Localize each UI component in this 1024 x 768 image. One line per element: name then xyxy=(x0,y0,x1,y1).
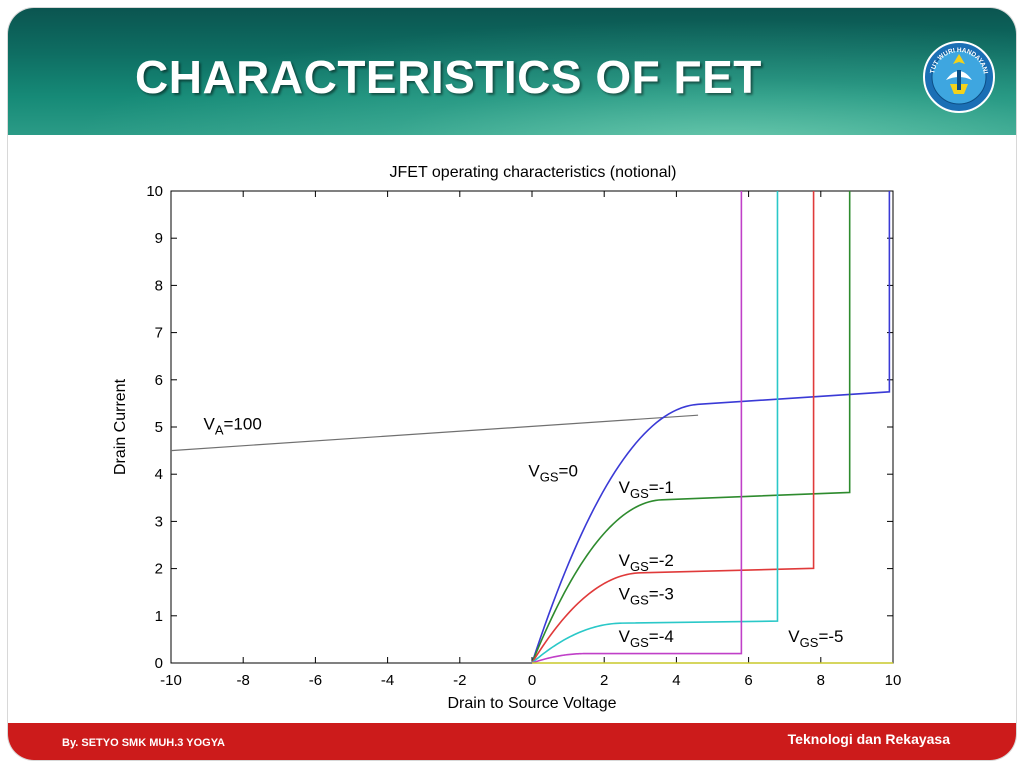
plot-frame xyxy=(170,190,894,664)
slide-header: CHARACTERISTICS OF FET TUT WURI HANDAYAN… xyxy=(8,8,1016,135)
y-tick-label: 0 xyxy=(155,655,163,672)
x-tick-label: 2 xyxy=(600,672,608,689)
x-tick-label: 10 xyxy=(885,672,902,689)
x-tick-label: -4 xyxy=(381,672,394,689)
curve-vgs-4 xyxy=(531,191,743,664)
x-tick-label: -6 xyxy=(309,672,322,689)
y-tick-label: 7 xyxy=(155,325,163,342)
tut-wuri-handayani-logo: TUT WURI HANDAYANI xyxy=(923,41,995,113)
y-tick-label: 8 xyxy=(155,277,163,294)
x-tick-label: -8 xyxy=(237,672,250,689)
vgs-label-0: VGS=0 xyxy=(528,462,578,485)
y-tick-label: 6 xyxy=(155,372,163,389)
curve-labels: VA=100 VGS=0 VGS=-1 VGS=-2 VGS=-3 VGS=-4 VGS=-… xyxy=(203,414,843,649)
vgs-label-2: VGS=-2 xyxy=(619,551,674,574)
slide-frame: CHARACTERISTICS OF FET TUT WURI HANDAYAN… xyxy=(8,8,1016,760)
y-tick-label: 1 xyxy=(155,608,163,625)
vgs-label-3: VGS=-3 xyxy=(619,584,674,607)
slide-title: CHARACTERISTICS OF FET xyxy=(135,51,762,103)
slide-footer: By. SETYO SMK MUH.3 YOGYA Teknologi dan … xyxy=(8,723,1016,760)
x-tick-label: 4 xyxy=(672,672,680,689)
y-tick-label: 9 xyxy=(155,230,163,247)
curve-vgs-0 xyxy=(531,191,891,664)
vgs-label-4: VGS=-4 xyxy=(619,627,674,650)
x-axis-label: Drain to Source Voltage xyxy=(448,695,617,712)
y-axis-label: Drain Current xyxy=(112,378,129,475)
early-voltage-line xyxy=(170,414,699,452)
header-glow xyxy=(8,8,1016,135)
y-tick-label: 10 xyxy=(146,183,163,200)
vgs-label-1: VGS=-1 xyxy=(619,478,674,501)
curve-group xyxy=(170,191,893,664)
curve-vgs-2 xyxy=(531,191,815,664)
x-tick-label: 8 xyxy=(817,672,825,689)
y-tick-label: 4 xyxy=(155,466,163,483)
curve-vgs-3 xyxy=(531,191,779,664)
y-tick-label: 3 xyxy=(155,513,163,530)
x-tick-label: 6 xyxy=(744,672,752,689)
x-tick-label: 0 xyxy=(528,672,536,689)
y-axis-ticks: 0 1 2 3 4 5 6 7 8 9 10 xyxy=(146,183,893,672)
x-tick-label: -10 xyxy=(160,672,182,689)
x-axis-ticks: -10 -8 -6 -4 -2 0 2 4 6 8 10 xyxy=(160,191,901,689)
y-tick-label: 5 xyxy=(155,419,163,436)
va-label: VA=100 xyxy=(203,414,261,437)
x-tick-label: -2 xyxy=(453,672,466,689)
footer-author: By. SETYO SMK MUH.3 YOGYA xyxy=(62,737,226,749)
jfet-characteristics-chart: JFET operating characteristics (notional… xyxy=(112,164,901,712)
vgs-label-5: VGS=-5 xyxy=(788,627,843,650)
y-tick-label: 2 xyxy=(155,561,163,578)
footer-subject: Teknologi dan Rekayasa xyxy=(787,731,950,747)
chart-title: JFET operating characteristics (notional… xyxy=(390,164,677,181)
curve-vgs-1 xyxy=(531,191,851,664)
